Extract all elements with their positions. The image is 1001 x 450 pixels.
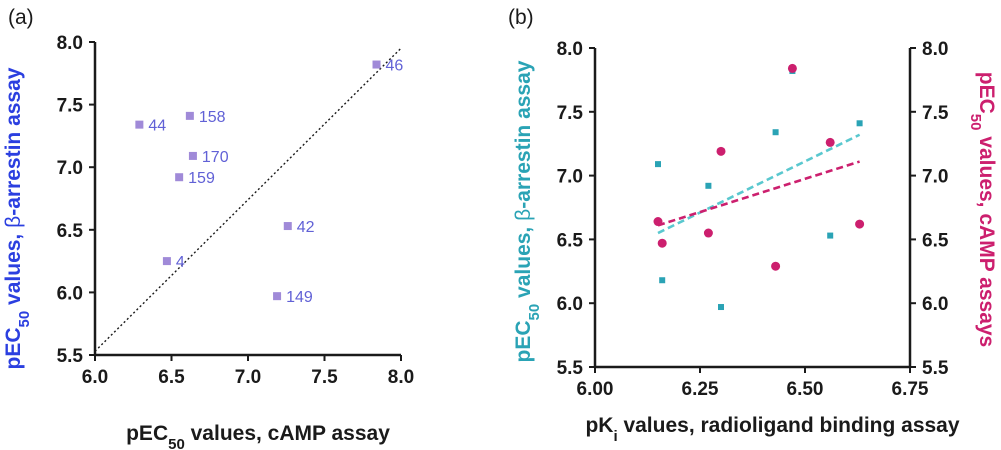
panel-b-right-axis-title-part: values, cAMP assays [975, 130, 998, 347]
panel-b-right-tick-label: 5.5 [922, 358, 949, 379]
panel-b-point-camp [855, 219, 865, 229]
panel-b-point-camp [703, 228, 713, 238]
panel-a-x-tick-label: 6.5 [158, 367, 185, 388]
panel-a-point-label: 170 [202, 149, 229, 166]
panel-a-y-axis-title-part: 50 [16, 311, 33, 328]
panel-a-point [273, 292, 282, 301]
panel-a-y-tick-label: 6.5 [57, 221, 84, 242]
panel-b-x-axis-title-part: values, radioligand binding assay [618, 414, 960, 437]
panel-b-right-axis-title-part: 50 [968, 114, 985, 131]
panel-a-x-tick-label: 7.5 [311, 367, 338, 388]
panel-b-left-axis-title-part: 50 [526, 304, 543, 321]
panel-a-y-axis-title-part: β [2, 216, 25, 228]
panel-a-y-axis-title-part: -arrestin assay [2, 67, 25, 216]
panel-a-point [372, 60, 381, 69]
panel-a-point-label: 44 [148, 118, 166, 135]
panel-a-point [283, 222, 292, 231]
panel-a-y-axis-title-part: values, [2, 228, 25, 311]
panel-b-point-arrestin [827, 232, 834, 239]
panel-b-point-camp [653, 217, 663, 227]
panel-b-point-camp [716, 146, 726, 156]
panel-b-x-axis-title-part: i [613, 428, 617, 445]
panel-b-x-tick-label: 6.00 [577, 379, 614, 400]
panel-a-point [135, 120, 144, 129]
panel-b-right-tick-label: 6.0 [922, 294, 948, 315]
panel-a-point-label: 46 [386, 58, 404, 75]
panel-b-right-tick-label: 7.0 [922, 167, 948, 188]
panel-a-point [175, 173, 184, 182]
panel-a-x-axis-title-part: 50 [168, 436, 185, 450]
panel-a-y-tick-label: 7.5 [57, 96, 84, 117]
panel-b-left-axis-title-part: pEC [512, 320, 535, 362]
panel-b-point-arrestin [659, 277, 666, 284]
panel-a-x-tick-label: 6.0 [82, 367, 108, 388]
panel-a-y-tick-label: 8.0 [57, 33, 83, 54]
panel-a-y-tick-label: 7.0 [57, 158, 83, 179]
panel-b-left-tick-label: 6.0 [557, 294, 583, 315]
panel-b-left-tick-label: 5.5 [557, 358, 584, 379]
panel-b-right-axis-title: pEC50 values, cAMP assays [968, 72, 999, 347]
panel-a-identity-line [94, 47, 402, 352]
panel-b-x-tick-label: 6.25 [682, 379, 719, 400]
panel-a-point-label: 42 [297, 219, 315, 236]
panel-b-x-tick-label: 6.50 [787, 379, 824, 400]
panel-a-point-label: 149 [286, 289, 313, 306]
panel-b-point-camp [657, 238, 667, 248]
panel-b-point-camp [771, 261, 781, 271]
panel-b-point-camp [787, 63, 797, 73]
panel-b-left-tick-label: 8.0 [557, 39, 583, 60]
panel-b-x-axis-title: pKi values, radioligand binding assay [585, 414, 959, 445]
panel-b-point-camp [825, 137, 835, 147]
panel-b-x-axis-title-part: pK [585, 414, 613, 437]
panel-b-left-tick-label: 7.0 [557, 167, 583, 188]
panel-a-x-axis-title-part: pEC [126, 422, 168, 445]
panel-a-label: (a) [8, 6, 34, 29]
panel-a-x-tick-label: 8.0 [388, 367, 414, 388]
panel-b-point-arrestin [655, 161, 661, 168]
panel-b-left-tick-label: 7.5 [557, 103, 584, 124]
panel-a-y-tick-label: 5.5 [57, 346, 84, 367]
panel-b-point-arrestin [718, 304, 724, 311]
panel-b-point-arrestin [705, 182, 712, 189]
panel-a-x-axis-title-part: values, cAMP assay [185, 422, 390, 445]
panel-a-point [185, 111, 194, 120]
panel-a-x-axis-title: pEC50 values, cAMP assay [126, 422, 390, 450]
panel-a-y-tick-label: 6.0 [57, 283, 83, 304]
panel-a-point [162, 257, 171, 266]
panel-b-left-tick-label: 6.5 [557, 230, 584, 251]
panel-b-left-axis-title-part: β [512, 209, 535, 221]
panel-a-point-label: 158 [199, 109, 226, 126]
panel-b-left-axis-title-part: -arrestin assay [512, 60, 535, 209]
panel-b-point-arrestin [856, 120, 863, 127]
panel-a-y-axis-title: pEC50 values, β-arrestin assay [2, 67, 33, 369]
panel-b-left-axis-title: pEC50 values, β-arrestin assay [512, 60, 543, 362]
panel-a-point-label: 4 [176, 254, 185, 271]
panel-b-x-tick-label: 6.75 [892, 379, 929, 400]
panel-b-right-tick-label: 6.5 [922, 230, 949, 251]
panel-b-fit-line-camp [657, 160, 860, 227]
panel-b-fit-line-arrestin [657, 133, 861, 235]
panel-b-right-tick-label: 8.0 [922, 39, 948, 60]
panel-a-point [188, 151, 197, 160]
panel-b-point-arrestin [772, 129, 779, 136]
panel-b-label: (b) [508, 6, 534, 29]
panel-a-y-axis-title-part: pEC [2, 327, 25, 369]
panel-b-right-tick-label: 7.5 [922, 103, 949, 124]
panel-a-x-tick-label: 7.0 [235, 367, 261, 388]
panel-a-point-label: 159 [188, 170, 215, 187]
panel-b-left-axis-title-part: values, [512, 221, 535, 304]
panel-b-right-axis-title-part: pEC [975, 72, 998, 114]
